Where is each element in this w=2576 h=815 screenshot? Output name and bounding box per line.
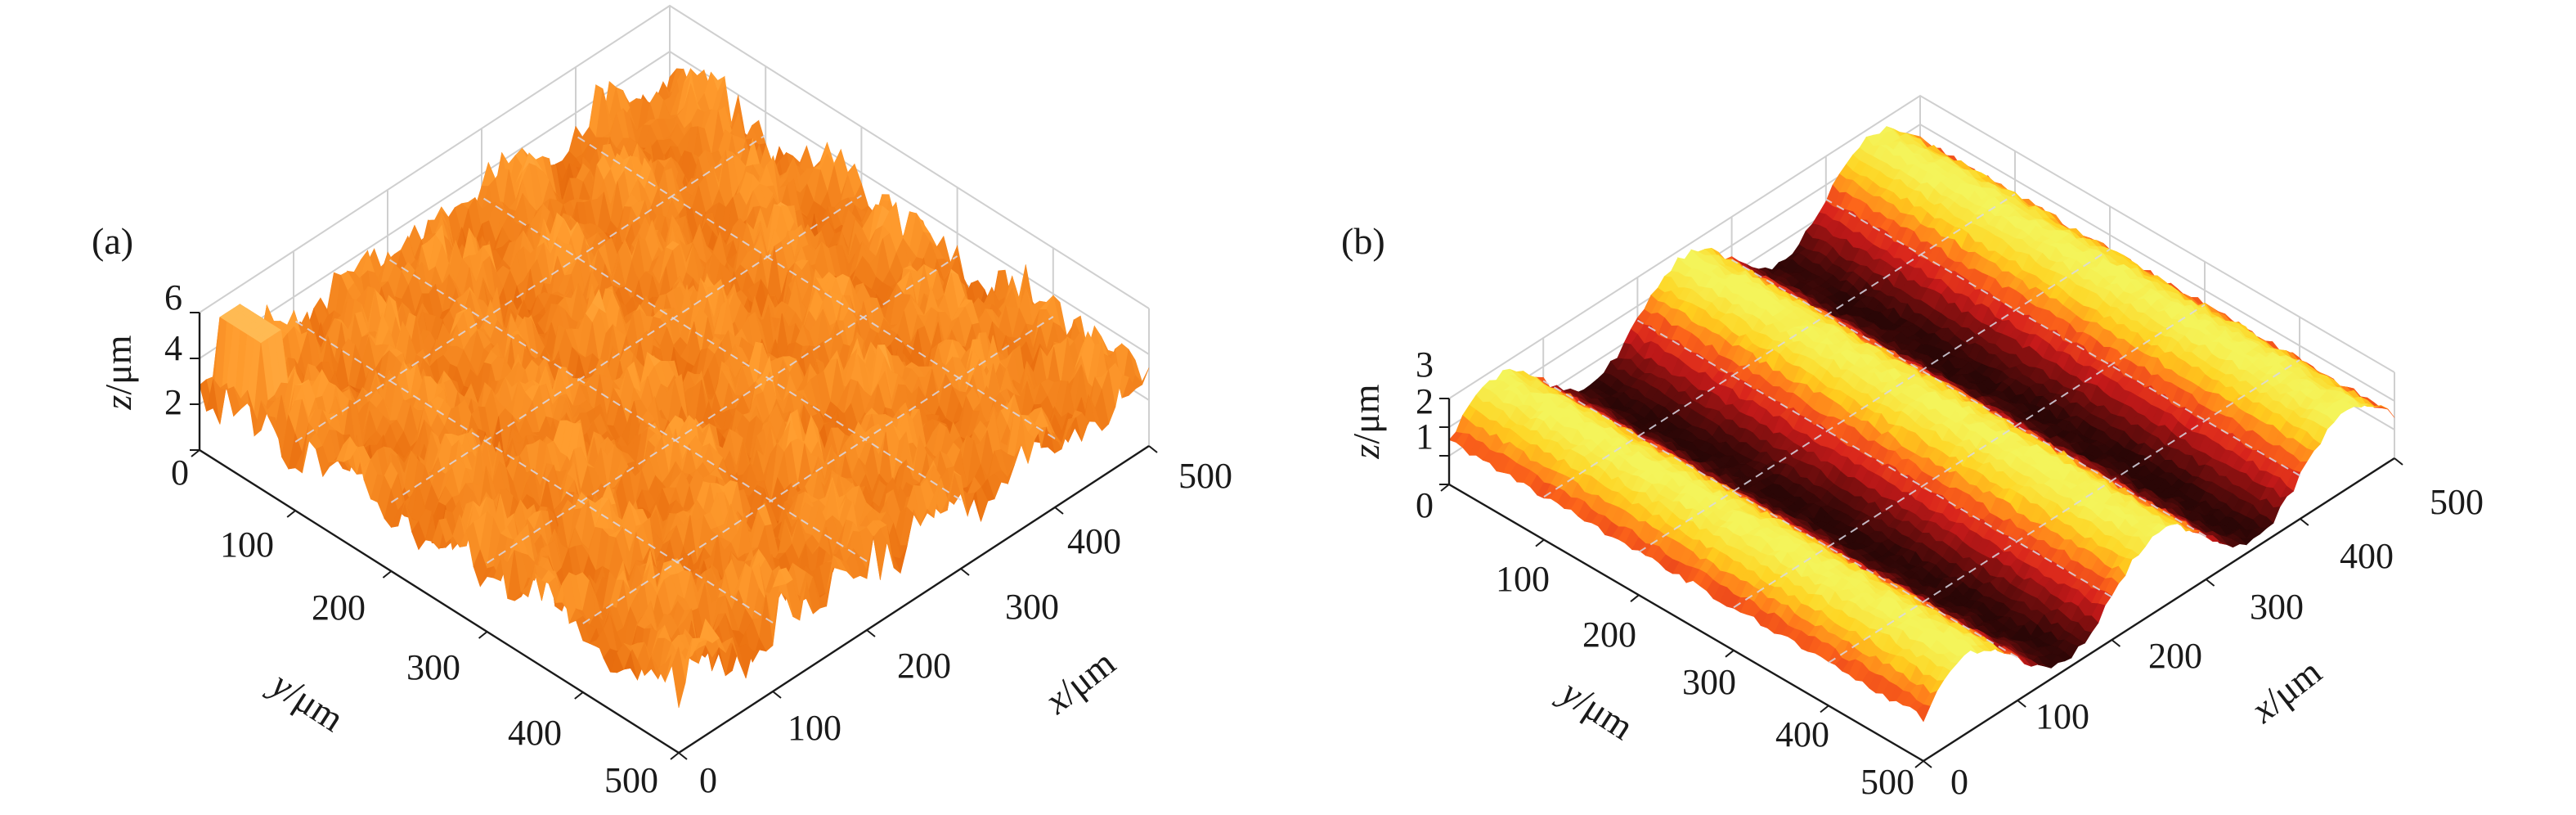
panel-a-y-title: y/μm (262, 661, 352, 740)
panel-a-y-tick-500: 500 (604, 760, 658, 800)
panel-a-backwall-z-grid (199, 4, 1150, 313)
panel-a-x-tick-mark (772, 691, 782, 699)
panel-a-z-tick-0: 0 (171, 453, 189, 493)
panel-a-z-tick-1: 2 (164, 382, 182, 422)
panel-a-backwall-z-grid (199, 50, 1150, 359)
panel-a-z-title-var: z (97, 395, 139, 411)
panel-a-y-tick-mark (382, 570, 393, 579)
panel-a-z-title: z/μm (97, 335, 139, 410)
panel-b: (b) 0 1 2 3 z/μm 100 200 300 400 500 y/μ… (1341, 94, 2484, 802)
panel-a-x-tick-mark (1054, 507, 1064, 515)
panel-a-z-tick-3: 6 (164, 277, 182, 317)
panel-a-y-tick-100: 100 (220, 525, 274, 565)
panel-a-y-tick-mark (670, 752, 680, 760)
panel-a-x-tick-400: 400 (1067, 521, 1121, 561)
panel-a-x-tick-0: 0 (699, 760, 717, 800)
panel-a-y-tick-mark (478, 631, 488, 639)
panel-a-label: (a) (92, 220, 133, 262)
panel-a-x-tick-200: 200 (897, 646, 951, 686)
panel-a-y-tick-300: 300 (406, 647, 460, 687)
panel-a-y-tick-400: 400 (508, 713, 562, 753)
panel-a-x-tick-300: 300 (1005, 587, 1059, 627)
panel-a-z-tick-2: 4 (164, 328, 182, 368)
panel-a-y-tick-mark (574, 691, 584, 700)
panel-a: (a) 0 2 4 6 z/μm 100 200 300 400 500 y/μ… (92, 4, 1232, 800)
panel-a-x-tick-mark (678, 752, 688, 760)
panel-a-y-tick-mark (286, 510, 296, 518)
panel-a-y-tick-200: 200 (312, 588, 366, 628)
panel-a-x-tick-100: 100 (788, 708, 841, 748)
panel-a-x-tick-mark (960, 568, 970, 576)
panel-a-z-title-unit: /μm (97, 335, 139, 394)
panel-a-x-title: x/μm (1036, 642, 1123, 723)
panel-a-surface (199, 67, 1150, 709)
panel-a-x-tick-mark (866, 629, 876, 637)
panel-a-x-tick-500: 500 (1178, 456, 1232, 496)
panel-a-y-tick-mark (191, 449, 200, 457)
panel-a-x-tick-mark (1148, 445, 1158, 453)
